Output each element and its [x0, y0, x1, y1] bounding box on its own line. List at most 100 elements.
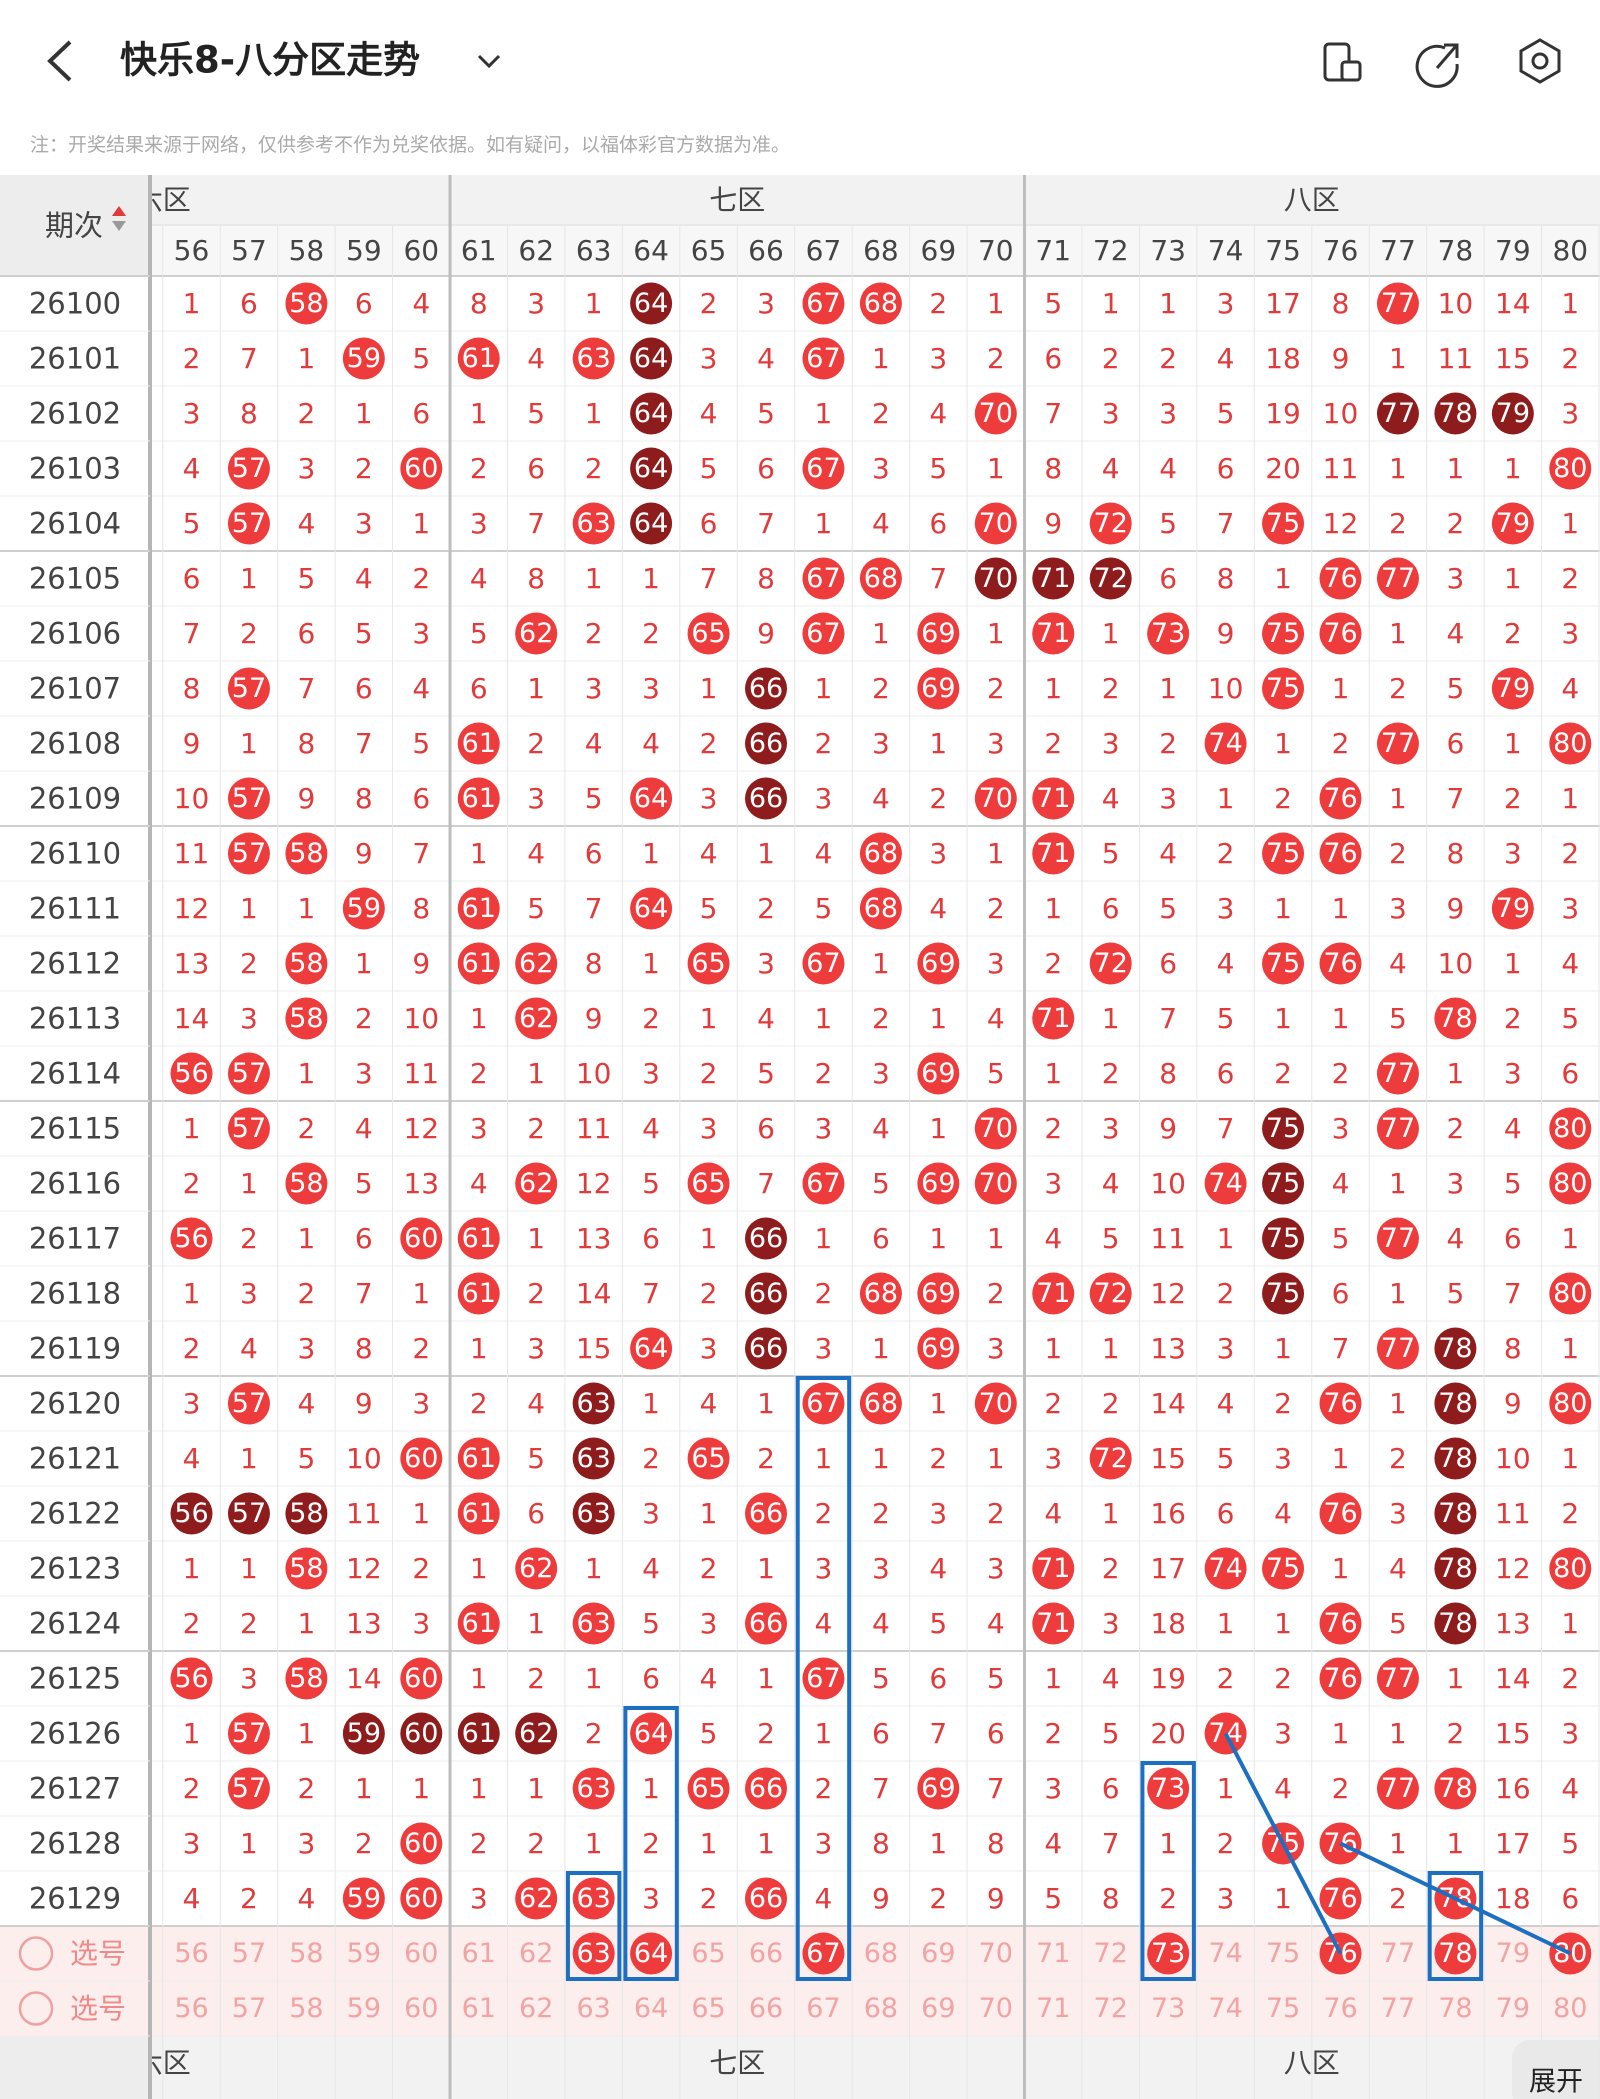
select-number[interactable]: 65: [691, 1938, 725, 1969]
ball-number: 78: [1438, 1553, 1472, 1584]
select-number[interactable]: 72: [1094, 1993, 1128, 2024]
ball: [745, 1492, 787, 1535]
ball-number: 62: [519, 618, 553, 649]
column-number: 63: [576, 234, 612, 267]
select-number[interactable]: 62: [519, 1938, 553, 1969]
miss-count: 4: [1044, 1222, 1062, 1255]
select-radio[interactable]: [18, 1991, 54, 2026]
picked-number[interactable]: 64: [634, 1938, 668, 1969]
ball-number: 76: [1323, 563, 1357, 594]
expand-button-bg[interactable]: [1512, 2040, 1600, 2099]
select-number[interactable]: 56: [174, 1938, 208, 1969]
ball-number: 75: [1266, 508, 1300, 539]
ball-number: 61: [462, 893, 496, 924]
miss-count: 1: [757, 837, 775, 870]
expand-button[interactable]: 展开: [1529, 2067, 1583, 2098]
back-button[interactable]: [47, 40, 72, 82]
ball-number: 58: [289, 1553, 323, 1584]
miss-count: 2: [355, 1002, 373, 1035]
miss-count: 1: [527, 1772, 545, 1805]
ball-number: 67: [806, 1168, 840, 1199]
select-number[interactable]: 66: [749, 1993, 783, 2024]
select-number[interactable]: 59: [347, 1938, 381, 1969]
select-number[interactable]: 74: [1208, 1993, 1242, 2024]
select-number[interactable]: 61: [462, 1993, 496, 2024]
select-number[interactable]: 79: [1496, 1938, 1530, 1969]
select-number[interactable]: 78: [1438, 1993, 1472, 2024]
period-header[interactable]: 期次: [45, 209, 103, 243]
ball: [400, 1657, 443, 1700]
miss-count: 11: [403, 1057, 439, 1090]
select-number[interactable]: 68: [864, 1993, 898, 2024]
select-number[interactable]: 61: [462, 1938, 496, 1969]
select-number[interactable]: 74: [1208, 1938, 1242, 1969]
ball-dark: [1434, 1492, 1477, 1535]
title-dropdown[interactable]: [477, 54, 501, 69]
select-number[interactable]: 70: [979, 1993, 1013, 2024]
ball-number: 69: [921, 948, 955, 979]
miss-count: 6: [642, 1222, 660, 1255]
select-number[interactable]: 58: [289, 1993, 323, 2024]
miss-count: 6: [1159, 562, 1177, 595]
zone-label-bottom: 七区: [709, 2047, 765, 2080]
column-number: 59: [346, 234, 382, 267]
select-number[interactable]: 64: [634, 1993, 668, 2024]
miss-count: 4: [527, 1387, 545, 1420]
select-number[interactable]: 56: [174, 1993, 208, 2024]
select-label[interactable]: 选号: [70, 1937, 126, 1970]
select-number[interactable]: 63: [576, 1993, 610, 2024]
select-number[interactable]: 59: [347, 1993, 381, 2024]
select-number[interactable]: 79: [1496, 1993, 1530, 2024]
select-number[interactable]: 58: [289, 1938, 323, 1969]
miss-count: 4: [1446, 617, 1464, 650]
settings-icon[interactable]: [1519, 38, 1561, 84]
select-number[interactable]: 57: [232, 1993, 266, 2024]
select-number[interactable]: 70: [979, 1938, 1013, 1969]
select-number[interactable]: 77: [1381, 1993, 1415, 2024]
ball-number: 79: [1496, 398, 1530, 429]
select-number[interactable]: 60: [404, 1993, 438, 2024]
ball-number: 68: [864, 893, 898, 924]
select-number[interactable]: 72: [1094, 1938, 1128, 1969]
miss-count: 7: [929, 562, 947, 595]
select-radio[interactable]: [18, 1936, 54, 1971]
picked-number[interactable]: 73: [1151, 1938, 1185, 1969]
miss-count: 5: [872, 1167, 890, 1200]
ball: [1491, 887, 1534, 930]
miss-count: 6: [1102, 1772, 1120, 1805]
select-number[interactable]: 65: [691, 1993, 725, 2024]
select-number[interactable]: 68: [864, 1938, 898, 1969]
miss-count: 1: [815, 1442, 833, 1475]
ball: [802, 1382, 845, 1425]
select-number[interactable]: 75: [1266, 1938, 1300, 1969]
select-number[interactable]: 66: [749, 1938, 783, 1969]
select-number[interactable]: 76: [1323, 1993, 1357, 2024]
select-number[interactable]: 67: [806, 1993, 840, 2024]
select-number[interactable]: 71: [1036, 1938, 1070, 1969]
select-number[interactable]: 69: [921, 1938, 955, 1969]
select-number[interactable]: 71: [1036, 1993, 1070, 2024]
picked-number[interactable]: 78: [1438, 1938, 1472, 1969]
select-number[interactable]: 75: [1266, 1993, 1300, 2024]
picked-number[interactable]: 63: [576, 1938, 610, 1969]
ball: [974, 502, 1017, 545]
select-number[interactable]: 60: [404, 1938, 438, 1969]
picked-number[interactable]: 67: [806, 1938, 840, 1969]
select-number[interactable]: 69: [921, 1993, 955, 2024]
ball: [457, 1602, 500, 1645]
select-number[interactable]: 62: [519, 1993, 553, 2024]
ball: [1262, 1547, 1305, 1590]
select-number[interactable]: 73: [1151, 1993, 1185, 2024]
miss-count: 1: [1044, 1332, 1062, 1365]
miss-count: 4: [872, 507, 890, 540]
period: 26122: [29, 1497, 121, 1531]
select-number[interactable]: 77: [1381, 1938, 1415, 1969]
miss-count: 2: [1044, 1387, 1062, 1420]
select-number[interactable]: 80: [1553, 1993, 1587, 2024]
share-icon[interactable]: [1415, 43, 1459, 88]
sort-down[interactable]: [112, 221, 126, 231]
select-label[interactable]: 选号: [70, 1992, 126, 2025]
select-number[interactable]: 57: [232, 1938, 266, 1969]
sort-up[interactable]: [112, 206, 126, 216]
miss-count: 4: [700, 397, 718, 430]
